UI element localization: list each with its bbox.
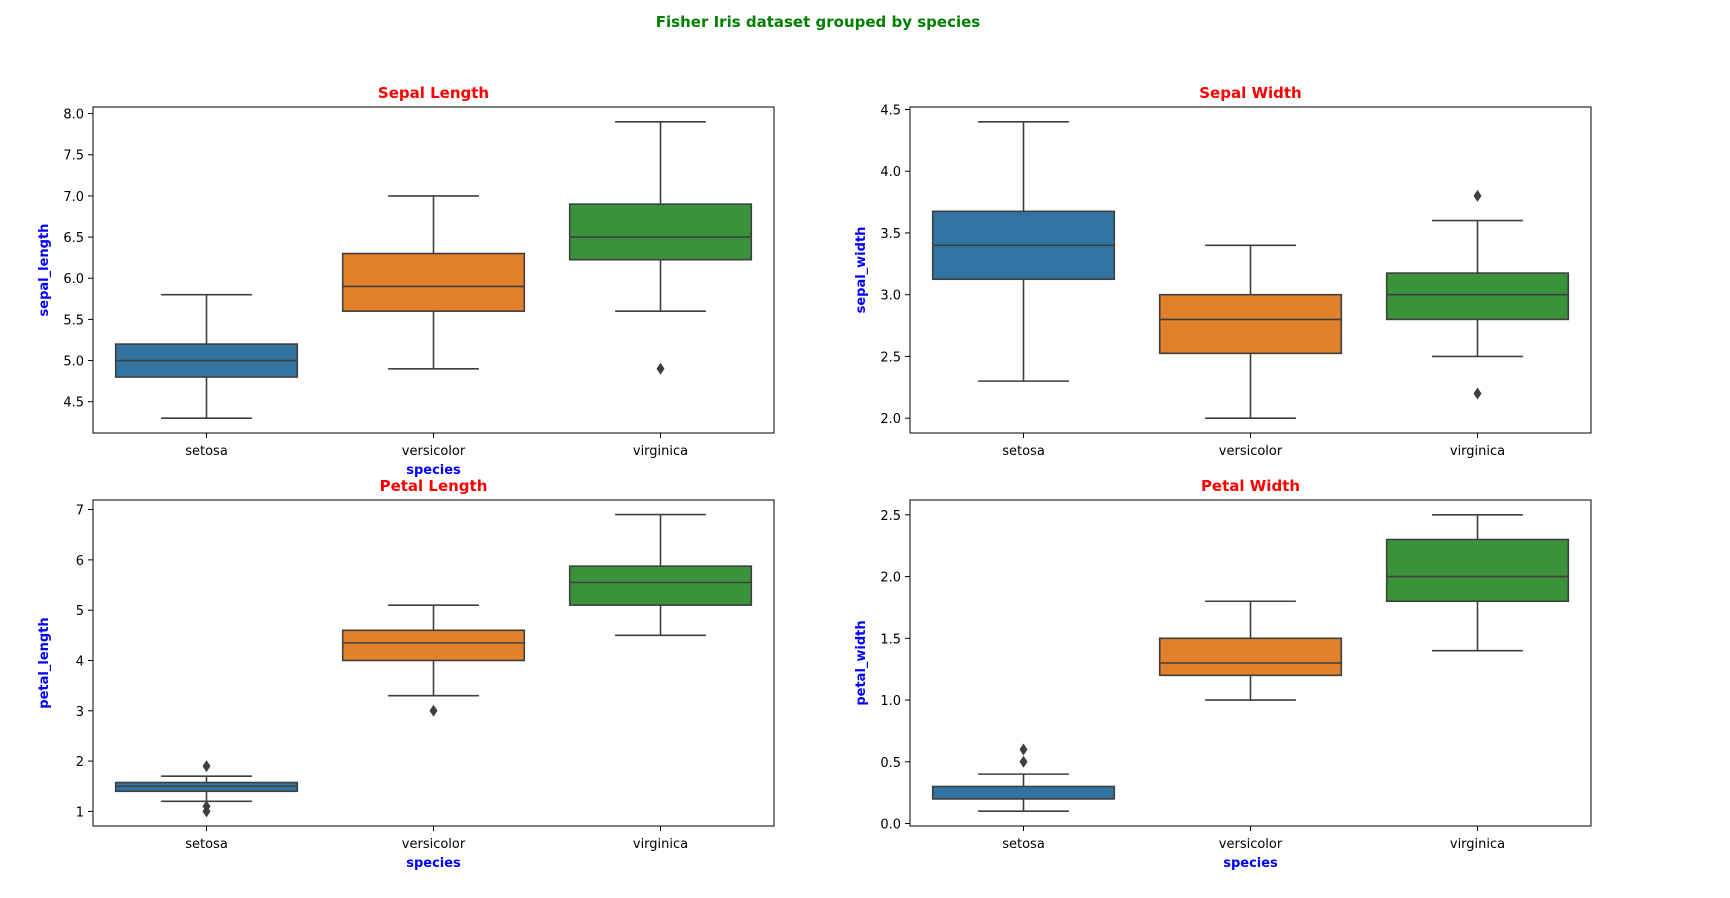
box-setosa	[931, 121, 1116, 382]
box-versicolor	[1158, 244, 1343, 419]
x-tick-label: virginica	[1450, 444, 1505, 459]
y-axis-label: petal_width	[854, 620, 869, 705]
box-setosa	[114, 293, 299, 419]
y-tick-label: 4	[76, 654, 84, 669]
chart-3: Petal Width 0.0 0.5 1.0 1.5 2.0 2.5 petal_width…	[854, 477, 1592, 871]
x-tick-label: setosa	[185, 444, 228, 459]
y-tick-label: 1.5	[880, 632, 901, 647]
x-tick-label: versicolor	[402, 837, 466, 852]
x-axis-label: species	[1223, 856, 1278, 871]
box-setosa	[931, 743, 1116, 812]
y-axis-label: sepal_width	[854, 227, 869, 314]
outlier-point	[1473, 189, 1482, 202]
box-versicolor	[341, 195, 526, 370]
y-tick-label: 2.5	[880, 350, 901, 365]
box-body	[341, 629, 526, 662]
y-tick-label: 3.5	[880, 227, 901, 242]
x-tick-label: setosa	[1002, 837, 1045, 852]
x-tick-label: versicolor	[1219, 444, 1283, 459]
y-tick-label: 7.0	[63, 190, 84, 205]
y-tick-label: 2.0	[880, 571, 901, 586]
x-axis-label: species	[406, 856, 461, 871]
y-tick-label: 6.5	[63, 231, 84, 246]
box-setosa	[114, 760, 299, 818]
box-virginica	[568, 121, 753, 375]
box-body	[1385, 538, 1570, 603]
x-tick-label: setosa	[185, 837, 228, 852]
box-body	[1158, 637, 1343, 677]
outlier-point	[202, 760, 211, 773]
chart-title: Sepal Length	[378, 84, 489, 102]
x-tick-label: versicolor	[1219, 837, 1283, 852]
y-tick-label: 5.0	[63, 355, 84, 370]
y-tick-label: 0.0	[880, 818, 901, 833]
x-tick-label: setosa	[1002, 444, 1045, 459]
box-versicolor	[1158, 600, 1343, 701]
plot-frame	[92, 106, 775, 434]
y-tick-label: 8.0	[63, 108, 84, 123]
chart-title: Sepal Width	[1199, 84, 1301, 102]
box-body	[568, 203, 753, 261]
box-body	[341, 252, 526, 312]
y-axis-label: sepal_length	[37, 224, 52, 317]
outlier-point	[1019, 743, 1028, 756]
box-virginica	[1385, 189, 1570, 400]
y-tick-label: 3.0	[880, 289, 901, 304]
chart-1: Sepal Width 2.0 2.5 3.0 3.5 4.0 4.5 sepal_width…	[854, 84, 1592, 459]
box-virginica	[1385, 514, 1570, 652]
box-body	[1385, 272, 1570, 321]
y-tick-label: 4.0	[880, 165, 901, 180]
x-axis-label: species	[406, 463, 461, 478]
outlier-point	[1473, 387, 1482, 400]
plot-frame	[909, 106, 1592, 434]
outlier-point	[656, 362, 665, 375]
y-tick-label: 6.0	[63, 272, 84, 287]
y-tick-label: 2.5	[880, 509, 901, 524]
plot-frame	[909, 499, 1592, 827]
x-tick-label: virginica	[633, 444, 688, 459]
y-tick-label: 4.5	[880, 103, 901, 118]
outlier-point	[429, 704, 438, 717]
y-tick-label: 1.0	[880, 694, 901, 709]
x-tick-label: virginica	[1450, 837, 1505, 852]
y-tick-label: 5.5	[63, 313, 84, 328]
outlier-point	[202, 805, 211, 818]
chart-title: Petal Width	[1201, 477, 1300, 495]
y-tick-label: 2.0	[880, 412, 901, 427]
outlier-point	[1019, 755, 1028, 768]
y-axis-label: petal_length	[37, 617, 52, 708]
y-tick-label: 1	[76, 805, 84, 820]
box-body	[568, 565, 753, 606]
y-tick-label: 0.5	[880, 756, 901, 771]
x-tick-label: virginica	[633, 837, 688, 852]
y-tick-label: 3	[76, 705, 84, 720]
box-body	[1158, 293, 1343, 355]
x-tick-label: versicolor	[402, 444, 466, 459]
y-tick-label: 7.5	[63, 149, 84, 164]
y-tick-label: 4.5	[63, 396, 84, 411]
box-body	[931, 785, 1116, 800]
figure-title: Fisher Iris dataset grouped by species	[656, 13, 980, 31]
chart-0: Sepal Length 4.5 5.0 5.5 6.0 6.5 7.0 7.5 8.0 sepa…	[37, 84, 775, 478]
chart-title: Petal Length	[380, 477, 488, 495]
y-tick-label: 2	[76, 755, 84, 770]
box-virginica	[568, 513, 753, 637]
y-tick-label: 6	[76, 554, 84, 569]
box-versicolor	[341, 604, 526, 717]
y-tick-label: 5	[76, 604, 84, 619]
y-tick-label: 7	[76, 504, 84, 519]
plot-frame	[92, 499, 775, 827]
